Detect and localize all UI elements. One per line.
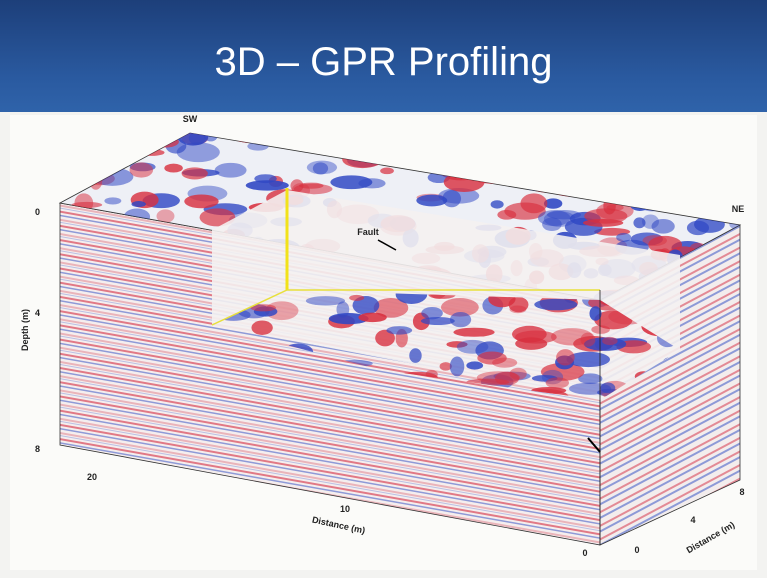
texture-blob: [453, 328, 494, 337]
texture-blob: [442, 190, 461, 207]
depth-tick: 0: [35, 207, 40, 217]
texture-blob: [349, 295, 364, 301]
texture-blob: [104, 197, 121, 204]
texture-blob: [457, 340, 489, 354]
texture-blob: [358, 313, 386, 323]
texture-blob: [131, 201, 145, 207]
texture-blob: [358, 178, 385, 188]
texture-blob: [491, 200, 504, 208]
texture-blob: [538, 210, 570, 226]
distance-tick: 10: [340, 504, 350, 514]
texture-blob: [177, 142, 220, 162]
texture-blob: [215, 163, 247, 178]
texture-blob: [583, 219, 623, 227]
side-distance-tick: 0: [634, 545, 639, 555]
fault-label: Fault: [357, 227, 379, 237]
texture-blob: [184, 194, 218, 208]
texture-blob: [591, 325, 610, 334]
texture-blob: [616, 233, 631, 242]
texture-blob: [581, 333, 596, 347]
side-distance-tick: 4: [690, 515, 695, 525]
texture-blob: [290, 179, 303, 192]
texture-blob: [157, 209, 175, 222]
texture-blob: [450, 312, 471, 327]
texture-blob: [534, 299, 577, 310]
texture-blob: [569, 383, 611, 395]
distance-tick: 20: [87, 472, 97, 482]
texture-blob: [520, 193, 547, 213]
ne-label: NE: [732, 204, 745, 214]
depth-tick: 4: [35, 308, 40, 318]
texture-blob: [515, 337, 547, 349]
texture-blob: [386, 326, 412, 335]
texture-blob: [497, 210, 516, 220]
texture-blob: [164, 164, 183, 173]
texture-blob: [450, 356, 464, 376]
texture-blob: [546, 377, 569, 388]
texture-blob: [556, 349, 575, 365]
sw-label: SW: [183, 114, 198, 124]
texture-blob: [421, 317, 455, 325]
gpr-figure: SW NE Fault Depth (m) 0 4 8 20 10 0 Dist…: [0, 0, 767, 578]
texture-blob: [336, 301, 349, 317]
texture-blob: [642, 215, 659, 229]
texture-blob: [509, 305, 526, 313]
texture-blob: [687, 221, 709, 235]
texture-blob: [251, 320, 272, 335]
distance-tick: 0: [582, 548, 587, 558]
texture-blob: [477, 352, 507, 365]
texture-blob: [246, 180, 289, 190]
side-distance-tick: 8: [739, 487, 744, 497]
texture-blob: [182, 167, 208, 179]
texture-blob: [380, 168, 394, 175]
page: 3D – GPR Profiling SW NE Fault Depth (m)…: [0, 0, 767, 578]
depth-tick: 8: [35, 444, 40, 454]
texture-blob: [409, 348, 421, 363]
texture-blob: [602, 337, 617, 345]
texture-blob: [307, 161, 337, 175]
depth-axis-label: Depth (m): [20, 309, 30, 351]
texture-blob: [466, 361, 483, 369]
texture-blob: [130, 162, 154, 177]
